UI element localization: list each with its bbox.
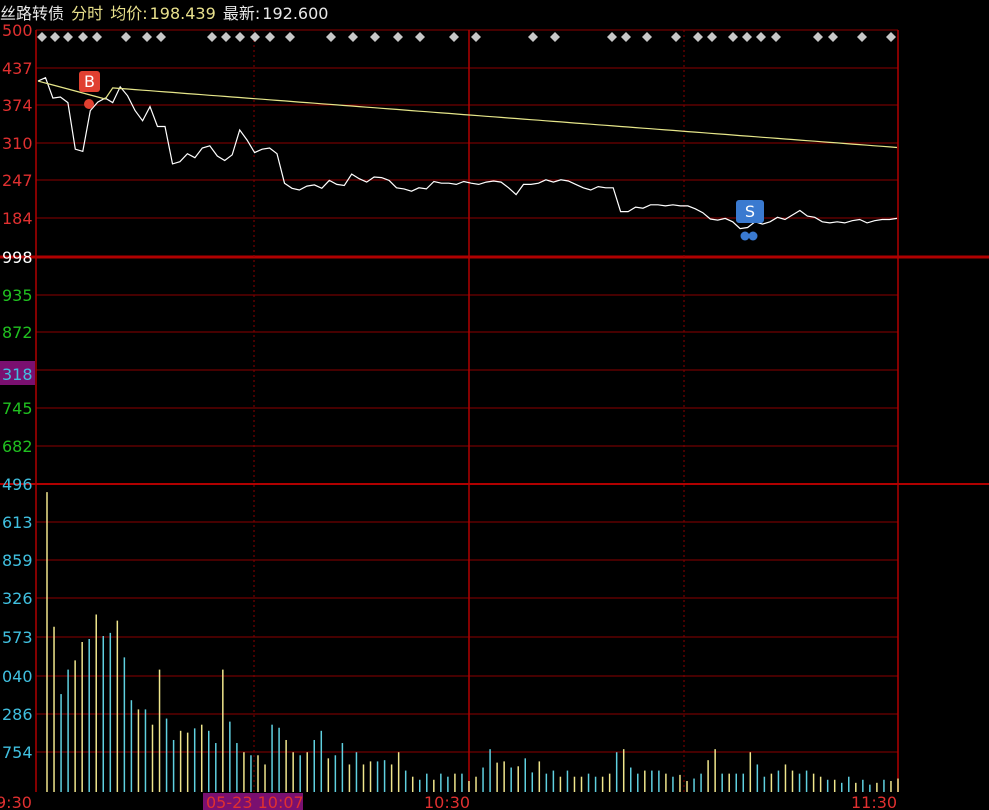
separator-axis-label: 998	[2, 248, 33, 267]
price-line	[37, 76, 898, 230]
mid-axis-label: 935	[2, 286, 33, 305]
trade-marker-icon[interactable]	[607, 32, 617, 42]
price-axis-label: 500	[2, 21, 33, 40]
trade-marker-icon[interactable]	[50, 32, 60, 42]
trade-marker-icon[interactable]	[886, 32, 896, 42]
trade-marker-icon[interactable]	[92, 32, 102, 42]
trade-marker-icon[interactable]	[285, 32, 295, 42]
trade-marker-icon[interactable]	[348, 32, 358, 42]
trade-marker-icon[interactable]	[235, 32, 245, 42]
trade-marker-icon[interactable]	[121, 32, 131, 42]
x-axis-label: 05-23 10:07	[206, 793, 304, 810]
trade-marker-icon[interactable]	[550, 32, 560, 42]
x-axis-label: 9:30	[0, 793, 32, 810]
mode-label[interactable]: 分时	[71, 4, 104, 23]
price-axis-label: 374	[2, 96, 33, 115]
buy-badge-label: B	[84, 72, 95, 91]
trade-marker-icon[interactable]	[78, 32, 88, 42]
trade-marker-icon[interactable]	[707, 32, 717, 42]
x-highlight-bg	[203, 793, 303, 810]
trade-marker-icon[interactable]	[528, 32, 538, 42]
volume-axis-label: 326	[2, 589, 33, 608]
trade-marker-icon[interactable]	[621, 32, 631, 42]
volume-axis-label: 040	[2, 667, 33, 686]
trade-marker-icon[interactable]	[393, 32, 403, 42]
trade-marker-icon[interactable]	[756, 32, 766, 42]
sell-badge-label: S	[745, 202, 755, 221]
highlighted-axis-value-bg	[0, 361, 35, 385]
average-price-line	[37, 80, 898, 149]
trade-marker-icon[interactable]	[449, 32, 459, 42]
sell-point[interactable]	[740, 231, 750, 241]
volume-axis-label: 573	[2, 628, 33, 647]
trade-marker-icon[interactable]	[207, 32, 217, 42]
trade-marker-icon[interactable]	[742, 32, 752, 42]
price-axis-label: 247	[2, 171, 33, 190]
mid-axis-label-highlighted: 318	[2, 365, 33, 384]
sell-point[interactable]	[748, 231, 758, 241]
trade-marker-icon[interactable]	[37, 32, 47, 42]
last-price-label: 最新:	[222, 4, 261, 23]
price-axis-label: 437	[2, 59, 33, 78]
avg-price-value: 198.439	[149, 4, 216, 23]
volume-axis-label: 496	[2, 475, 33, 494]
trade-marker-icon[interactable]	[813, 32, 823, 42]
avg-price-label: 均价:	[110, 4, 148, 23]
trade-marker-icon[interactable]	[221, 32, 231, 42]
volume-axis-label: 613	[2, 513, 33, 532]
x-axis-label: 10:30	[424, 793, 470, 810]
chart-header: 丝路转债 分时 均价: 198.439 最新: 192.600	[0, 0, 989, 28]
buy-point[interactable]	[84, 99, 94, 109]
trade-marker-icon[interactable]	[63, 32, 73, 42]
sell-badge[interactable]	[736, 200, 764, 223]
trade-marker-icon[interactable]	[265, 32, 275, 42]
trade-marker-icon[interactable]	[250, 32, 260, 42]
trade-marker-icon[interactable]	[771, 32, 781, 42]
trade-marker-icon[interactable]	[415, 32, 425, 42]
volume-axis-label: 286	[2, 705, 33, 724]
trade-marker-icon[interactable]	[326, 32, 336, 42]
mid-axis-label: 745	[2, 399, 33, 418]
buy-badge[interactable]	[79, 71, 100, 92]
trade-marker-icon[interactable]	[156, 32, 166, 42]
security-name: 丝路转债	[0, 4, 65, 23]
volume-axis-label: 754	[2, 743, 33, 762]
mid-axis-label: 872	[2, 323, 33, 342]
last-price-value: 192.600	[262, 4, 329, 23]
trade-marker-icon[interactable]	[642, 32, 652, 42]
trade-marker-icon[interactable]	[142, 32, 152, 42]
mid-axis-label: 682	[2, 437, 33, 456]
trade-marker-icon[interactable]	[857, 32, 867, 42]
price-axis-label: 184	[2, 209, 33, 228]
trade-marker-icon[interactable]	[471, 32, 481, 42]
trade-marker-icon[interactable]	[671, 32, 681, 42]
volume-axis-label: 859	[2, 551, 33, 570]
trade-marker-icon[interactable]	[370, 32, 380, 42]
price-axis-label: 310	[2, 134, 33, 153]
trade-marker-icon[interactable]	[693, 32, 703, 42]
x-axis-label: 11:30	[851, 793, 897, 810]
trade-marker-icon[interactable]	[828, 32, 838, 42]
trade-marker-icon[interactable]	[728, 32, 738, 42]
